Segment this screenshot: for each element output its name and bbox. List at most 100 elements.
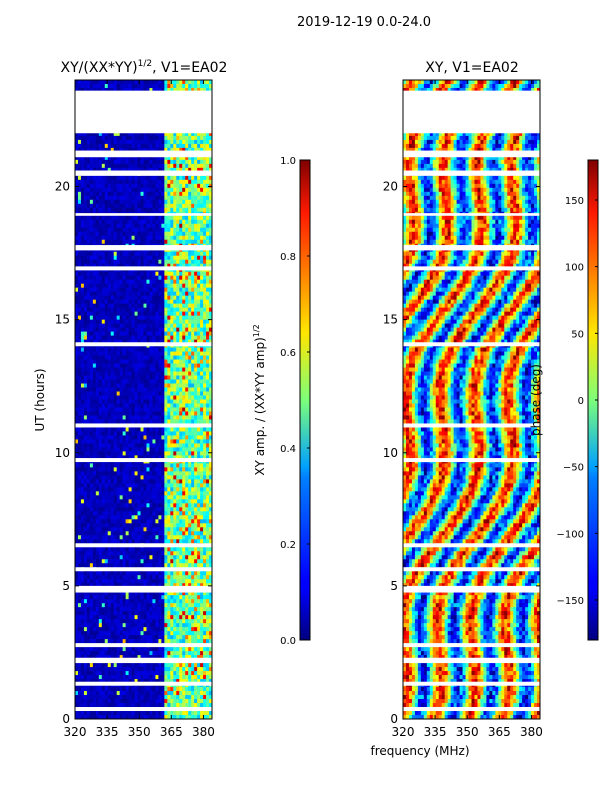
heatmap-cell [137, 311, 142, 317]
heatmap-cell [125, 455, 130, 460]
heatmap-cell [209, 255, 213, 261]
heatmap-cell [119, 511, 124, 516]
heatmap-cell [116, 383, 121, 389]
heatmap-cell [125, 475, 130, 480]
heatmap-cell [110, 207, 115, 213]
heatmap-cell [104, 239, 109, 245]
heatmap-cell [125, 351, 130, 357]
heatmap-cell [89, 359, 94, 365]
heatmap-cell [197, 383, 201, 389]
heatmap-cell [137, 303, 142, 309]
heatmap-cell [167, 135, 171, 141]
heatmap-cell [125, 275, 130, 281]
heatmap-cell [125, 335, 130, 341]
heatmap-cell [75, 147, 79, 153]
heatmap-cell [140, 283, 144, 289]
heatmap-cell [182, 491, 186, 496]
heatmap-cell [206, 455, 210, 460]
heatmap-cell [101, 191, 106, 197]
heatmap-cell [77, 507, 82, 512]
heatmap-cell [98, 259, 103, 265]
heatmap-cell [173, 303, 177, 309]
heatmap-cell [203, 255, 207, 261]
heatmap-cell [104, 383, 109, 389]
heatmap-cell [167, 447, 171, 452]
heatmap-cell [182, 467, 186, 472]
heatmap-cell [200, 271, 204, 277]
heatmap-cell [83, 363, 88, 369]
heatmap-cell [140, 427, 144, 432]
heatmap-cell [83, 315, 88, 321]
heatmap-cell [203, 383, 207, 389]
heatmap-cell [158, 447, 162, 452]
heatmap-cell [107, 447, 112, 452]
heatmap-cell [125, 279, 130, 285]
heatmap-cell [173, 227, 177, 233]
heatmap-cell [80, 415, 85, 420]
heatmap-cell [155, 427, 159, 432]
heatmap-cell [143, 263, 147, 269]
heatmap-cell [197, 263, 201, 269]
heatmap-cell [164, 255, 168, 261]
heatmap-cell [203, 80, 207, 85]
heatmap-cell [128, 155, 133, 161]
heatmap-cell [149, 271, 153, 277]
heatmap-cell [119, 363, 124, 369]
heatmap-cell [206, 391, 210, 396]
heatmap-cell [194, 399, 198, 404]
heatmap-cell [179, 471, 183, 476]
heatmap-cell [167, 311, 171, 317]
heatmap-cell [101, 483, 106, 488]
heatmap-cell [86, 191, 91, 197]
heatmap-cell [113, 339, 118, 345]
heatmap-cell [149, 291, 153, 297]
heatmap-cell [80, 223, 85, 229]
heatmap-cell [152, 131, 156, 137]
heatmap-cell [116, 435, 121, 440]
heatmap-cell [173, 375, 177, 381]
heatmap-cell [146, 287, 150, 293]
heatmap-cell [116, 487, 121, 492]
heatmap-cell [173, 207, 177, 213]
heatmap-cell [176, 451, 180, 456]
heatmap-cell [128, 187, 133, 193]
heatmap-cell [137, 415, 142, 420]
heatmap-cell [98, 199, 103, 205]
heatmap-cell [185, 499, 189, 504]
heatmap-cell [116, 83, 121, 89]
heatmap-cell [143, 463, 147, 468]
heatmap-cell [143, 303, 147, 309]
heatmap-cell [197, 435, 201, 440]
heatmap-cell [155, 303, 159, 309]
heatmap-cell [206, 431, 210, 436]
heatmap-cell [110, 299, 115, 305]
heatmap-cell [125, 155, 130, 161]
heatmap-cell [107, 307, 112, 313]
heatmap-cell [191, 291, 195, 297]
heatmap-cell [104, 275, 109, 281]
heatmap-cell [83, 215, 88, 221]
heatmap-cell [164, 443, 168, 448]
heatmap-cell [104, 155, 109, 161]
heatmap-cell [149, 387, 153, 393]
heatmap-cell [92, 455, 97, 460]
heatmap-cell [104, 395, 109, 400]
heatmap-cell [164, 495, 168, 500]
heatmap-cell [140, 403, 144, 408]
heatmap-cell [173, 275, 177, 281]
heatmap-cell [134, 339, 139, 345]
heatmap-cell [170, 419, 174, 424]
heatmap-cell [158, 439, 162, 444]
heatmap-cell [185, 203, 189, 209]
heatmap-cell [134, 491, 139, 496]
heatmap-cell [119, 491, 124, 496]
heatmap-cell [209, 431, 213, 436]
heatmap-cell [164, 83, 168, 89]
heatmap-cell [107, 147, 112, 153]
heatmap-cell [77, 139, 82, 145]
heatmap-cell [170, 215, 174, 221]
heatmap-cell [158, 131, 162, 137]
heatmap-cell [83, 395, 88, 400]
heatmap-cell [161, 503, 165, 508]
heatmap-cell [164, 239, 168, 245]
